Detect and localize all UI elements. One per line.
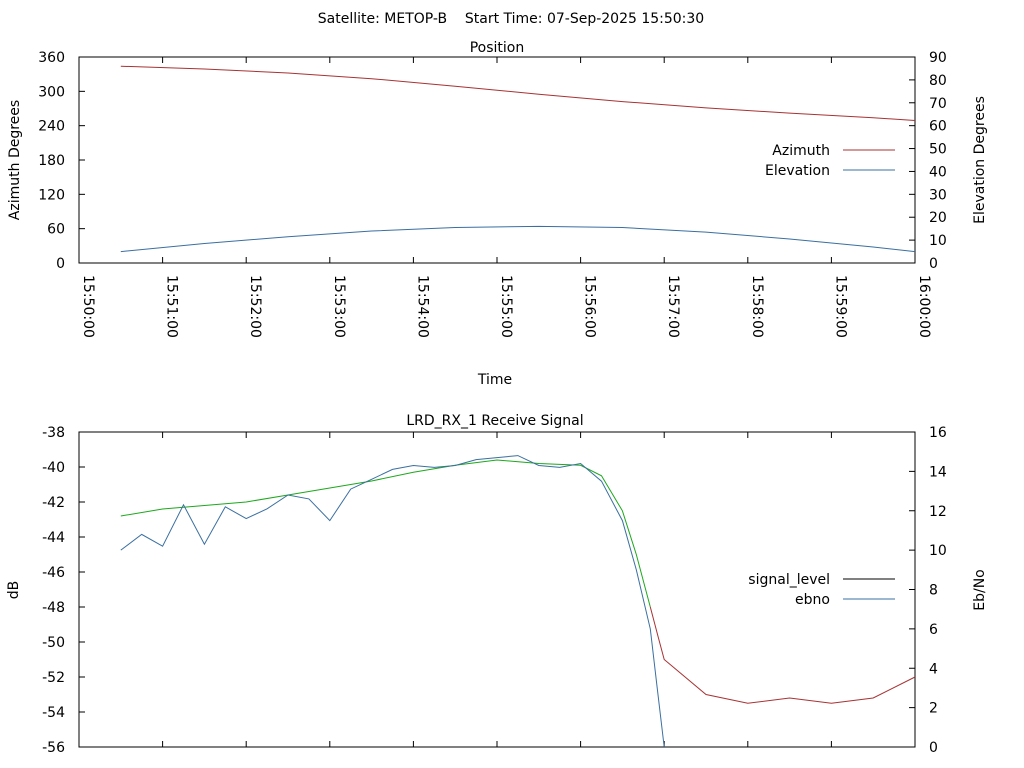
y2-tick-label: 6 bbox=[929, 622, 938, 638]
position-y2label: Elevation Degrees bbox=[972, 96, 988, 224]
signal-series bbox=[120, 455, 916, 748]
y2-tick-label: 10 bbox=[929, 233, 947, 249]
series-azimuth-line bbox=[120, 65, 916, 121]
x-tick-label: 15:57:00 bbox=[665, 275, 681, 338]
y-tick-label: -44 bbox=[42, 530, 65, 546]
signal-ylabel: dB bbox=[6, 581, 22, 600]
y2-tick-label: 0 bbox=[929, 740, 938, 756]
y-tick-label: -40 bbox=[42, 460, 65, 476]
series-signal-level-locked-line bbox=[120, 459, 651, 608]
y2-tick-label: 2 bbox=[929, 701, 938, 717]
x-tick-label: 15:58:00 bbox=[749, 275, 765, 338]
legend-label-ebno: ebno bbox=[795, 592, 830, 608]
legend-label-elevation: Elevation bbox=[765, 163, 830, 179]
y2-tick-label: 14 bbox=[929, 464, 947, 480]
series-ebno-line bbox=[120, 455, 665, 748]
signal-y2label: Eb/No bbox=[972, 569, 988, 611]
signal-title: LRD_RX_1 Receive Signal bbox=[406, 413, 583, 429]
legend-label-signal-level: signal_level bbox=[748, 572, 830, 588]
position-xlabel: Time bbox=[477, 372, 512, 388]
y2-tick-label: 12 bbox=[929, 504, 947, 520]
y-tick-label: -54 bbox=[42, 705, 65, 721]
x-tick-label: 15:55:00 bbox=[498, 275, 514, 338]
y2-tick-label: 40 bbox=[929, 164, 947, 180]
signal-plot-frame bbox=[78, 431, 916, 748]
series-elevation-line bbox=[120, 225, 916, 253]
x-tick-label: 15:59:00 bbox=[832, 275, 848, 338]
y-tick-label: -50 bbox=[42, 635, 65, 651]
legend-label-azimuth: Azimuth bbox=[772, 143, 830, 159]
y2-tick-label: 8 bbox=[929, 583, 938, 599]
y-tick-label: -38 bbox=[42, 425, 65, 441]
y2-tick-label: 80 bbox=[929, 73, 947, 89]
y-tick-label: 300 bbox=[38, 84, 65, 100]
y2-tick-label: 70 bbox=[929, 96, 947, 112]
x-tick-label: 15:51:00 bbox=[164, 275, 180, 338]
y2-tick-label: 90 bbox=[929, 50, 947, 66]
y-tick-label: 180 bbox=[38, 153, 65, 169]
x-tick-label: 15:56:00 bbox=[582, 275, 598, 338]
y-tick-label: -52 bbox=[42, 670, 65, 686]
signal-chart: LRD_RX_1 Receive Signal -56-54-52-50-48-… bbox=[6, 413, 988, 756]
y2-tick-label: 10 bbox=[929, 543, 947, 559]
figure-title: Satellite: METOP-B Start Time: 07-Sep-20… bbox=[318, 11, 704, 27]
position-plot-frame bbox=[78, 56, 916, 264]
signal-axes: -56 -54 -52 -50 -48 -46 -44 -42 -40 -38 0 2 4 6 8 10 12 1… bbox=[42, 425, 947, 756]
signal-legend: signal_level ebno bbox=[748, 572, 895, 608]
position-title: Position bbox=[470, 40, 525, 56]
y-tick-label: 120 bbox=[38, 187, 65, 203]
y-tick-label: -42 bbox=[42, 495, 65, 511]
y-tick-label: 240 bbox=[38, 119, 65, 135]
x-tick-label: 15:54:00 bbox=[414, 275, 430, 338]
position-legend: Azimuth Elevation bbox=[765, 143, 895, 179]
y2-tick-label: 50 bbox=[929, 142, 947, 158]
y-tick-label: -46 bbox=[42, 565, 65, 581]
position-chart: Position 15:50:00 15:51:00 15:52:00 15:53:0… bbox=[7, 40, 988, 388]
position-ylabel: Azimuth Degrees bbox=[7, 100, 23, 220]
position-axes: 15:50:00 15:51:00 15:52:00 15:53:00 15:54:00… bbox=[38, 50, 947, 338]
y2-tick-label: 0 bbox=[929, 256, 938, 272]
x-tick-label: 15:52:00 bbox=[247, 275, 263, 338]
x-tick-label: 16:00:00 bbox=[916, 275, 932, 338]
y-tick-label: 60 bbox=[47, 222, 65, 238]
y-tick-label: -48 bbox=[42, 600, 65, 616]
y2-tick-label: 4 bbox=[929, 661, 938, 677]
y-tick-label: 0 bbox=[56, 256, 65, 272]
y2-tick-label: 30 bbox=[929, 187, 947, 203]
x-tick-label: 15:50:00 bbox=[80, 275, 96, 338]
position-series bbox=[120, 65, 916, 253]
y2-tick-label: 16 bbox=[929, 425, 947, 441]
x-tick-label: 15:53:00 bbox=[331, 275, 347, 338]
y2-tick-label: 20 bbox=[929, 210, 947, 226]
series-signal-level-unlocked-line bbox=[649, 606, 916, 704]
y-tick-label: -56 bbox=[42, 740, 65, 756]
y2-tick-label: 60 bbox=[929, 119, 947, 135]
y-tick-label: 360 bbox=[38, 50, 65, 66]
